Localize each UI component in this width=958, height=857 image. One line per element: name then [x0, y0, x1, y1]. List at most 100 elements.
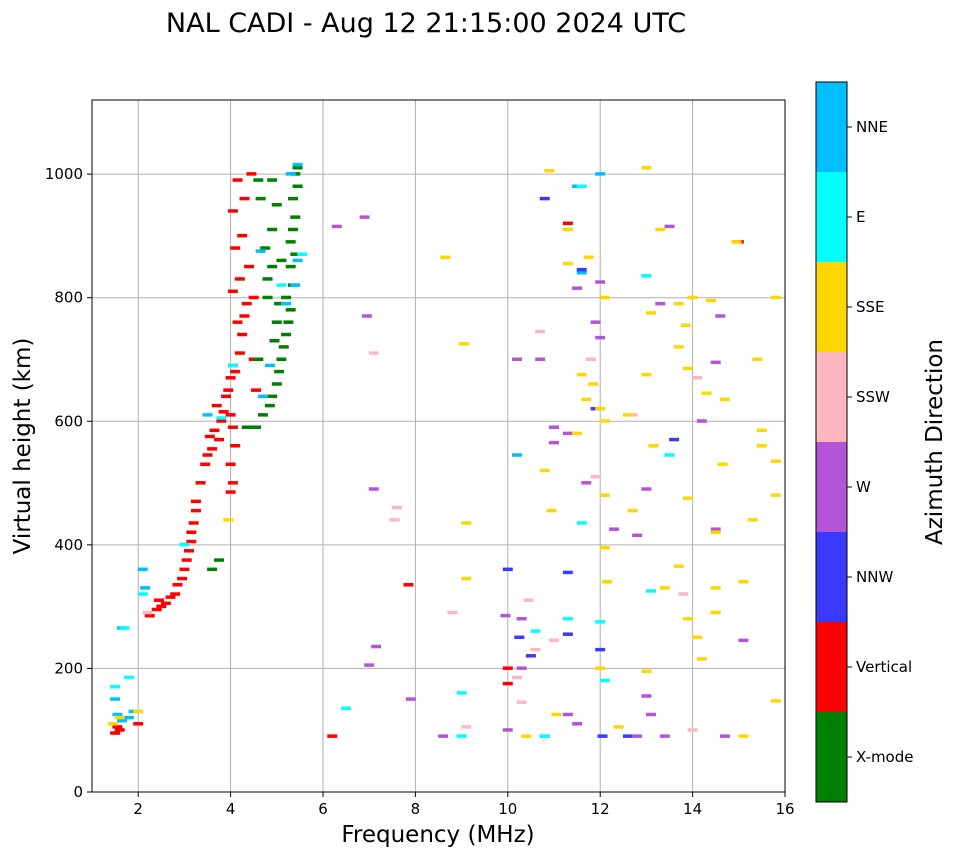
- data-point-sse: [738, 734, 749, 738]
- data-point-e: [576, 184, 587, 188]
- data-point-vertical: [502, 681, 513, 686]
- data-point-vertical: [110, 731, 121, 735]
- data-point-x-mode: [257, 413, 268, 417]
- data-point-sse: [648, 444, 659, 448]
- data-point-x-mode: [287, 196, 298, 201]
- colorbar-swatch-w: [816, 442, 847, 532]
- data-point-vertical: [214, 437, 225, 442]
- data-point-vertical: [172, 583, 183, 587]
- y-tick-label: 800: [54, 289, 83, 307]
- data-point-vertical: [216, 419, 227, 423]
- data-point-x-mode: [253, 357, 264, 361]
- data-point-x-mode: [274, 369, 285, 374]
- data-point-sse: [546, 508, 557, 513]
- data-point-vertical: [195, 481, 206, 485]
- data-point-sse: [747, 518, 758, 522]
- data-point-vertical: [227, 425, 238, 429]
- y-axis-label: Virtual height (km): [10, 338, 36, 555]
- data-point-nne: [285, 172, 296, 176]
- data-point-vertical: [327, 734, 338, 738]
- data-point-sse: [655, 227, 666, 232]
- data-point-sse: [576, 372, 587, 377]
- data-point-vertical: [200, 462, 211, 467]
- data-point-sse: [756, 444, 767, 448]
- data-point-vertical: [234, 277, 245, 281]
- y-tick-label: 0: [73, 783, 83, 801]
- data-point-vertical: [165, 595, 176, 599]
- data-point-vertical: [144, 613, 155, 618]
- data-point-w: [710, 360, 721, 365]
- data-point-ssw: [549, 638, 559, 643]
- data-point-vertical: [202, 453, 213, 457]
- data-point-x-mode: [271, 203, 282, 207]
- data-point-nne: [202, 413, 213, 417]
- data-point-x-mode: [292, 184, 303, 188]
- data-point-ssw: [516, 700, 527, 704]
- data-point-ssw: [523, 598, 534, 602]
- plot-frame: [91, 99, 786, 793]
- data-point-nne: [281, 301, 292, 306]
- chart-title: NAL CADI - Aug 12 21:15:00 2024 UTC: [166, 8, 686, 39]
- data-point-ssw: [678, 592, 689, 596]
- data-point-sse: [646, 311, 657, 315]
- data-point-x-mode: [285, 240, 296, 244]
- data-point-x-mode: [274, 301, 285, 306]
- data-point-vertical: [186, 539, 197, 544]
- data-point-x-mode: [292, 165, 303, 170]
- data-point-sse: [770, 493, 781, 497]
- data-point-w: [738, 638, 749, 643]
- colorbar-swatch-nne: [816, 82, 847, 172]
- data-point-nnw: [502, 567, 513, 572]
- data-point-sse: [583, 255, 594, 260]
- data-point-sse: [602, 579, 613, 584]
- data-point-sse: [595, 666, 606, 670]
- data-point-sse: [682, 496, 693, 501]
- data-point-vertical: [225, 376, 236, 380]
- data-point-w: [641, 487, 652, 491]
- data-point-sse: [692, 635, 703, 640]
- data-point-e: [646, 589, 657, 593]
- data-point-w: [500, 613, 511, 618]
- data-point-sse: [599, 493, 610, 497]
- data-point-vertical: [248, 295, 259, 300]
- colorbar-tick-label: W: [856, 478, 871, 496]
- grid-lines: [92, 100, 786, 793]
- data-point-sse: [641, 165, 652, 170]
- data-point-sse: [581, 397, 592, 402]
- data-point-vertical: [204, 434, 215, 439]
- data-point-w: [646, 712, 657, 717]
- data-point-ssw: [590, 474, 601, 479]
- colorbar-frame: [815, 81, 848, 803]
- data-point-vertical: [225, 462, 236, 467]
- data-point-vertical: [207, 447, 218, 451]
- data-point-sse: [710, 586, 721, 590]
- data-point-w: [581, 481, 592, 485]
- data-point-vertical: [151, 607, 162, 612]
- data-point-e: [641, 274, 652, 278]
- colorbar-swatch-sse: [816, 262, 847, 352]
- data-point-nnw: [669, 437, 680, 442]
- data-point-e: [179, 542, 190, 547]
- data-point-sse: [458, 342, 469, 346]
- data-point-x-mode: [207, 567, 218, 572]
- data-point-vertical: [160, 601, 171, 606]
- data-point-x-mode: [285, 308, 296, 312]
- data-point-vertical: [170, 592, 181, 596]
- data-point-sse: [673, 345, 684, 349]
- data-point-vertical: [112, 725, 123, 729]
- x-tick-label: 14: [683, 800, 702, 818]
- data-point-x-mode: [267, 178, 278, 182]
- data-point-nnw: [539, 196, 550, 201]
- data-point-ssw: [512, 675, 523, 680]
- colorbar-swatch-nnw: [816, 532, 847, 622]
- data-point-sse: [770, 295, 781, 300]
- data-point-vertical: [230, 369, 241, 374]
- data-point-vertical: [190, 508, 201, 513]
- data-point-ssw: [692, 376, 703, 380]
- data-point-e: [456, 691, 467, 695]
- data-point-w: [696, 419, 707, 423]
- data-point-vertical: [153, 598, 164, 602]
- data-point-nne: [576, 271, 587, 275]
- data-point-x-mode: [262, 295, 273, 300]
- data-point-vertical: [209, 428, 220, 433]
